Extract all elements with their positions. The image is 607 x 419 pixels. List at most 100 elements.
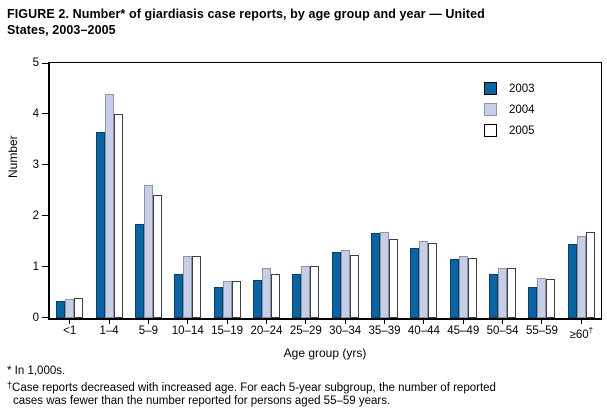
bar-2004-10–14 xyxy=(183,256,193,318)
bar-2003-1–4 xyxy=(95,132,105,318)
bar-2003-45–49 xyxy=(449,259,459,318)
bar-2003-20–24 xyxy=(252,280,262,318)
x-tick-13 xyxy=(580,320,582,324)
y-tick-3 xyxy=(42,164,48,165)
bar-2003-40–44 xyxy=(410,248,420,318)
x-category-label-0: <1 xyxy=(63,325,77,337)
x-category-label-5: 20–24 xyxy=(250,325,283,337)
footnote-dagger-line2: cases was fewer than the number reported… xyxy=(13,395,391,407)
x-tick-9 xyxy=(423,320,425,324)
x-tick-7 xyxy=(344,320,346,324)
bar-2003-5–9 xyxy=(134,224,144,318)
bar-2004-45–49 xyxy=(458,256,468,318)
legend-swatch-2003 xyxy=(484,82,497,95)
x-tick-8 xyxy=(384,320,386,324)
x-tick-6 xyxy=(305,320,307,324)
bar-2003-<1 xyxy=(56,301,66,318)
bar-2005-35–39 xyxy=(389,239,399,318)
figure-title-line1: FIGURE 2. Number* of giardiasis case rep… xyxy=(7,7,485,21)
legend-label-2003: 2003 xyxy=(509,82,535,95)
bar-2003-30–34 xyxy=(331,252,341,318)
footnote-dagger: †Case reports decreased with increased a… xyxy=(7,379,603,409)
bar-2004-30–34 xyxy=(340,250,350,318)
y-tick-5 xyxy=(42,63,48,64)
y-tick-label-3: 3 xyxy=(32,159,39,171)
bar-2005-50–54 xyxy=(507,268,517,318)
x-category-label-11: 50–54 xyxy=(486,325,519,337)
bar-2004-40–44 xyxy=(419,241,429,318)
bar-2003-10–14 xyxy=(174,274,184,318)
x-tick-11 xyxy=(502,320,504,324)
legend-label-2004: 2004 xyxy=(509,103,535,116)
figure-title: FIGURE 2. Number* of giardiasis case rep… xyxy=(7,6,601,38)
x-category-label-6: 25–29 xyxy=(289,325,322,337)
footnote-asterisk: * In 1,000s. xyxy=(7,365,66,377)
x-tick-2 xyxy=(147,320,149,324)
bar-2004-1–4 xyxy=(104,94,114,318)
legend: 2003 2004 2005 xyxy=(484,78,535,141)
bar-2005-1–4 xyxy=(113,114,123,318)
x-category-label-3: 10–14 xyxy=(171,325,204,337)
y-tick-label-5: 5 xyxy=(32,57,39,69)
bar-2004-15–19 xyxy=(222,281,232,318)
bar-2005-25–29 xyxy=(310,266,320,318)
footnote-dagger-line1: Case reports decreased with increased ag… xyxy=(12,381,496,394)
legend-row-2005: 2005 xyxy=(484,120,535,141)
bar-2004-5–9 xyxy=(143,185,153,318)
y-tick-label-0: 0 xyxy=(32,312,39,324)
bar-2003-≥60 xyxy=(567,244,577,318)
bar-2003-25–29 xyxy=(292,274,302,318)
y-axis-label: Number xyxy=(6,135,20,178)
legend-swatch-2005 xyxy=(484,124,497,137)
bar-2005-≥60 xyxy=(585,232,595,318)
legend-label-2005: 2005 xyxy=(509,124,535,137)
x-category-label-2: 5–9 xyxy=(138,325,158,337)
x-tick-0 xyxy=(69,320,71,324)
bar-2005-15–19 xyxy=(231,281,241,318)
x-axis-label: Age group (yrs) xyxy=(283,346,367,360)
x-tick-3 xyxy=(187,320,189,324)
bar-2005-45–49 xyxy=(467,258,477,318)
figure-title-line2: States, 2003–2005 xyxy=(7,23,116,37)
bar-2003-50–54 xyxy=(489,274,499,318)
y-tick-2 xyxy=(42,215,48,216)
plot-area: 2003 2004 2005 0 1 2 3 4 5 <1 1–4 5–9 10–14 15–19 20–… xyxy=(33,57,602,341)
bar-2005-55–59 xyxy=(546,279,556,318)
x-category-label-9: 40–44 xyxy=(407,325,440,337)
x-category-label-13: ≥60† xyxy=(569,326,594,341)
bar-2005-10–14 xyxy=(192,256,202,318)
bar-2005-<1 xyxy=(74,298,84,318)
x-category-label-4: 15–19 xyxy=(211,325,244,337)
x-category-label-1: 1–4 xyxy=(99,325,119,337)
bar-2005-30–34 xyxy=(349,255,359,318)
bar-2005-20–24 xyxy=(270,274,280,318)
bar-2005-5–9 xyxy=(152,195,162,318)
bar-2004-<1 xyxy=(65,299,75,318)
legend-row-2003: 2003 xyxy=(484,78,535,99)
y-tick-label-2: 2 xyxy=(32,210,39,222)
y-tick-0 xyxy=(42,317,48,318)
y-tick-4 xyxy=(42,113,48,114)
bar-2004-55–59 xyxy=(537,278,547,318)
x-tick-5 xyxy=(265,320,267,324)
bar-2003-15–19 xyxy=(213,287,223,318)
x-category-label-7: 30–34 xyxy=(329,325,362,337)
x-tick-10 xyxy=(462,320,464,324)
bar-2004-25–29 xyxy=(301,266,311,318)
bar-2004-50–54 xyxy=(498,268,508,318)
x-tick-1 xyxy=(108,320,110,324)
x-category-label-10: 45–49 xyxy=(447,325,480,337)
x-category-label-8: 35–39 xyxy=(368,325,401,337)
bar-2004-≥60 xyxy=(576,236,586,318)
y-tick-label-1: 1 xyxy=(32,261,39,273)
x-tick-4 xyxy=(226,320,228,324)
bar-2005-40–44 xyxy=(428,243,438,318)
legend-row-2004: 2004 xyxy=(484,99,535,120)
legend-swatch-2004 xyxy=(484,103,497,116)
bar-2003-55–59 xyxy=(528,287,538,318)
bar-2003-35–39 xyxy=(371,233,381,318)
y-tick-1 xyxy=(42,266,48,267)
footnotes: * In 1,000s. †Case reports decreased wit… xyxy=(7,365,603,409)
x-category-label-12: 55–59 xyxy=(525,325,558,337)
